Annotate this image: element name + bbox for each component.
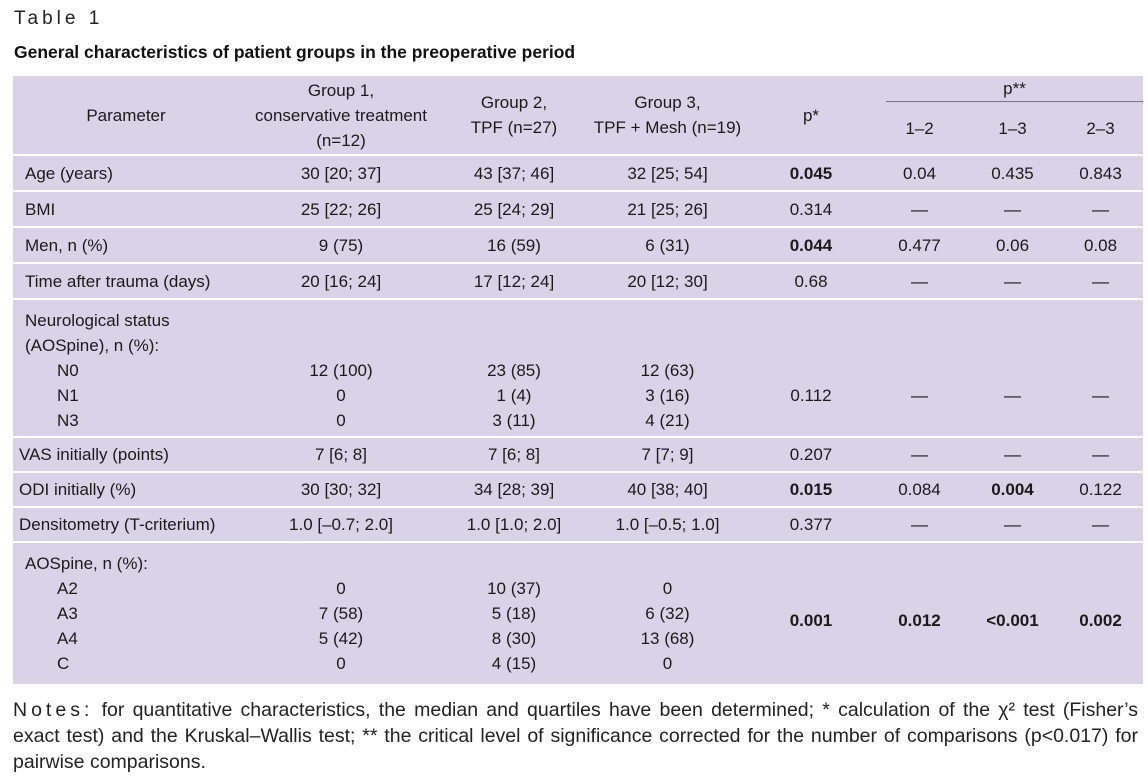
dash-cell: — (967, 190, 1058, 227)
header-parameter: Parameter (86, 105, 166, 125)
table-label: Table 1 (14, 8, 104, 29)
header-group1: Group 1, conservative treatment (n=12) (255, 80, 427, 150)
dash-cell: — (967, 298, 1058, 437)
table-row: ODI initially (%) 30 [30; 32] 34 [28; 39… (13, 471, 1144, 507)
header-pair-1-2: 1–2 (905, 118, 934, 138)
header-pair-1-3: 1–3 (998, 118, 1027, 138)
table-row: Densitometry (T-criterium) 1.0 [–0.7; 2.… (13, 506, 1144, 542)
dash-cell: — (1058, 436, 1144, 472)
dash-cell: — (1058, 298, 1144, 437)
table-notes: Notes: for quantitative characteristics,… (13, 697, 1138, 775)
dash-cell: — (872, 436, 967, 472)
header-group2: Group 2, TPF (n=27) (470, 93, 558, 137)
dash-cell: — (872, 262, 967, 299)
header-p-overall: p* (802, 105, 820, 125)
notes-label: Notes: (13, 699, 94, 721)
notes-text: for quantitative characteristics, the me… (13, 699, 1139, 773)
header-pair-2-3: 2–3 (1086, 118, 1115, 138)
dash-cell: — (872, 298, 967, 437)
header-group3: Group 3, TPF + Mesh (n=19) (593, 93, 742, 137)
dash-cell: — (1058, 262, 1144, 299)
table-row-neurological: Neurological status (AOSpine), n (%): N0… (13, 298, 1144, 437)
dash-cell: — (872, 506, 967, 542)
dash-cell: — (967, 436, 1058, 472)
dash-cell: — (872, 190, 967, 227)
table-row: VAS initially (points) 7 [6; 8] 7 [6; 8]… (13, 436, 1144, 472)
table-row: Age (years) 30 [20; 37] 43 [37; 46] 32 [… (13, 154, 1144, 191)
dash-cell: — (967, 262, 1058, 299)
table-header: Parameter Group 1, conservative treatment… (13, 76, 1144, 155)
dash-cell: — (1058, 190, 1144, 227)
dash-cell: — (1058, 506, 1144, 542)
table-row: Men, n (%) 9 (75) 16 (59) 6 (31) 0.044 0… (13, 226, 1144, 263)
dash-cell: — (967, 506, 1058, 542)
table-caption: General characteristics of patient group… (14, 42, 576, 62)
characteristics-table: Parameter Group 1, conservative treatment… (13, 76, 1144, 684)
table-row: Time after trauma (days) 20 [16; 24] 17 … (13, 262, 1144, 299)
header-p-pairwise: p** (872, 76, 1144, 102)
table-row: BMI 25 [22; 26] 25 [24; 29] 21 [25; 26] … (13, 190, 1144, 227)
